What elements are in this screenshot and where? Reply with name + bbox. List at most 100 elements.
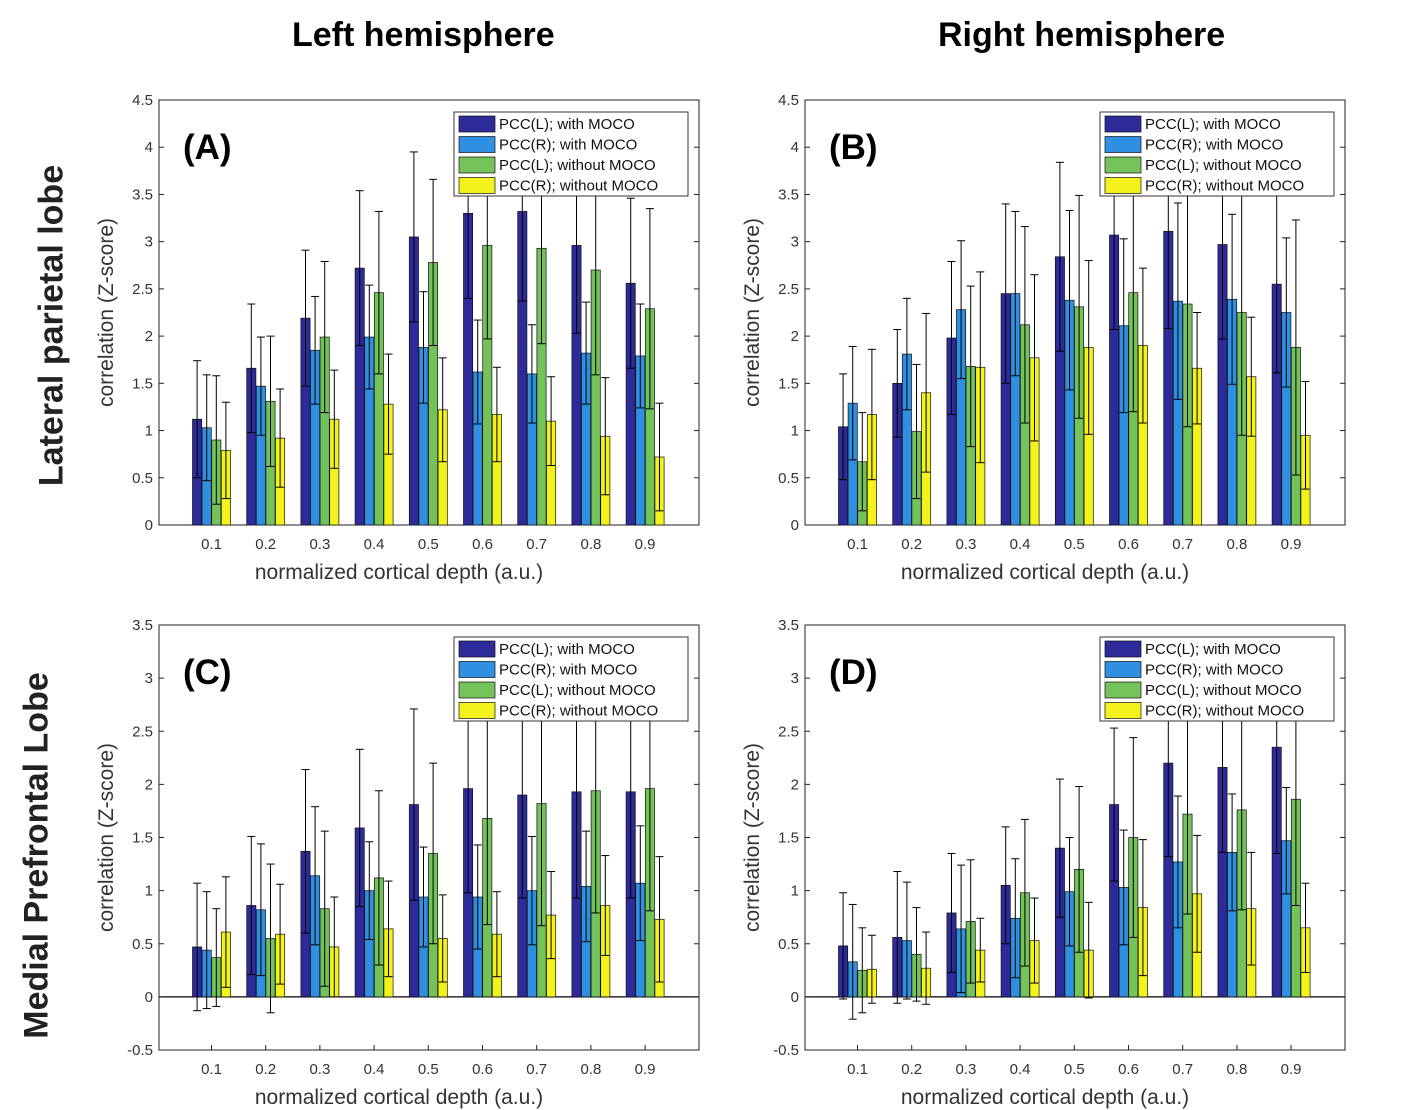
y-tick-label: 0 — [791, 517, 799, 534]
legend-label: PCC(R); without MOCO — [1145, 178, 1304, 195]
y-tick-label: 0 — [145, 989, 153, 1006]
y-tick-label: 4 — [791, 139, 799, 156]
legend-swatch — [458, 115, 496, 133]
chart-panel-d: -0.5 0 0.5 1 1.5 2 2.5 3 3.5 0.1 0.2 0.3 0.4 0.5 0.6 0.… — [741, 617, 1346, 1109]
x-tick-label: 0.4 — [1010, 1061, 1031, 1078]
legend-swatch — [1104, 156, 1142, 174]
y-tick-label: 3.5 — [778, 186, 799, 203]
legend-label: PCC(R); with MOCO — [499, 137, 637, 154]
legend-label: PCC(R); without MOCO — [499, 703, 658, 720]
y-tick-label: -0.5 — [773, 1042, 799, 1059]
x-tick-label: 0.5 — [418, 536, 439, 553]
y-tick-label: 2.5 — [132, 281, 153, 298]
x-tick-label: 0.2 — [255, 536, 276, 553]
y-tick-label: 2 — [791, 328, 799, 345]
x-tick-label: 0.2 — [255, 1061, 276, 1078]
x-tick-label: 0.9 — [1281, 1061, 1302, 1078]
x-tick-label: 0.5 — [1064, 1061, 1085, 1078]
x-tick-label: 0.2 — [901, 536, 922, 553]
x-tick-label: 0.8 — [580, 536, 601, 553]
y-tick-label: 4 — [145, 139, 153, 156]
legend-swatch — [458, 177, 496, 194]
x-tick-label: 0.1 — [201, 1061, 222, 1078]
legend-swatch — [1104, 702, 1142, 719]
y-tick-label: 2 — [145, 776, 153, 793]
x-tick-label: 0.5 — [1064, 536, 1085, 553]
y-tick-label: 1 — [145, 883, 153, 900]
x-axis-label: normalized cortical depth (a.u.) — [255, 561, 543, 584]
legend-swatch — [1104, 640, 1142, 658]
legend-swatch — [1104, 681, 1142, 699]
x-tick-label: 0.7 — [526, 536, 547, 553]
x-tick-label: 0.1 — [201, 536, 222, 553]
legend-swatch — [458, 661, 496, 678]
y-tick-label: 2.5 — [778, 281, 799, 298]
x-tick-label: 0.2 — [901, 1061, 922, 1078]
y-tick-label: 1.5 — [132, 375, 153, 392]
y-axis-label: correlation (Z-score) — [95, 218, 118, 407]
legend-swatch — [1104, 661, 1142, 678]
x-tick-label: 0.5 — [418, 1061, 439, 1078]
y-tick-label: 0.5 — [778, 470, 799, 487]
x-axis-label: normalized cortical depth (a.u.) — [255, 1086, 543, 1109]
y-tick-label: 1 — [145, 423, 153, 440]
legend-label: PCC(L); with MOCO — [1145, 116, 1281, 133]
legend-label: PCC(L); with MOCO — [1145, 641, 1281, 658]
x-tick-label: 0.8 — [580, 1061, 601, 1078]
x-tick-label: 0.6 — [472, 1061, 493, 1078]
x-axis-label: normalized cortical depth (a.u.) — [901, 561, 1189, 584]
legend-swatch — [1104, 177, 1142, 194]
legend-label: PCC(R); with MOCO — [1145, 662, 1283, 679]
y-tick-label: 4.5 — [778, 92, 799, 109]
y-tick-label: 2 — [145, 328, 153, 345]
x-axis-label: normalized cortical depth (a.u.) — [901, 1086, 1189, 1109]
legend-label: PCC(R); without MOCO — [1145, 703, 1304, 720]
y-tick-label: 3.5 — [132, 617, 153, 634]
x-tick-label: 0.8 — [1226, 1061, 1247, 1078]
legend-label: PCC(L); with MOCO — [499, 116, 635, 133]
x-tick-label: 0.6 — [1118, 1061, 1139, 1078]
y-tick-label: 2.5 — [132, 723, 153, 740]
y-tick-label: 1.5 — [132, 830, 153, 847]
x-tick-label: 0.9 — [1281, 536, 1302, 553]
legend-label: PCC(L); without MOCO — [1145, 157, 1302, 174]
y-tick-label: 3 — [145, 670, 153, 687]
legend-label: PCC(R); with MOCO — [1145, 137, 1283, 154]
y-tick-label: 0 — [145, 517, 153, 534]
y-tick-label: 1.5 — [778, 375, 799, 392]
legend-swatch — [458, 156, 496, 174]
x-tick-label: 0.6 — [472, 536, 493, 553]
legend-swatch — [458, 136, 496, 153]
x-tick-label: 0.3 — [955, 536, 976, 553]
legend-label: PCC(L); without MOCO — [499, 682, 656, 699]
y-axis-label: correlation (Z-score) — [741, 743, 764, 932]
y-axis-label: correlation (Z-score) — [95, 743, 118, 932]
y-tick-label: 0 — [791, 989, 799, 1006]
panel-label: (D) — [829, 653, 878, 692]
x-tick-label: 0.3 — [309, 536, 330, 553]
y-tick-label: 0.5 — [778, 936, 799, 953]
x-tick-label: 0.6 — [1118, 536, 1139, 553]
x-tick-label: 0.9 — [635, 536, 656, 553]
y-tick-label: -0.5 — [127, 1042, 153, 1059]
y-tick-label: 0.5 — [132, 936, 153, 953]
x-tick-label: 0.4 — [1010, 536, 1031, 553]
x-tick-label: 0.3 — [309, 1061, 330, 1078]
column-title-left: Left hemisphere — [292, 16, 555, 54]
legend-label: PCC(L); without MOCO — [1145, 682, 1302, 699]
y-tick-label: 1.5 — [778, 830, 799, 847]
y-tick-label: 3.5 — [132, 186, 153, 203]
x-tick-label: 0.1 — [847, 536, 868, 553]
panel-label: (A) — [183, 128, 232, 167]
y-axis-label: correlation (Z-score) — [741, 218, 764, 407]
y-tick-label: 4.5 — [132, 92, 153, 109]
x-tick-label: 0.1 — [847, 1061, 868, 1078]
y-tick-label: 3 — [145, 234, 153, 251]
x-tick-label: 0.9 — [635, 1061, 656, 1078]
y-tick-label: 2 — [791, 776, 799, 793]
panel-label: (B) — [829, 128, 878, 167]
x-tick-label: 0.7 — [1172, 536, 1193, 553]
column-title-right: Right hemisphere — [938, 16, 1226, 54]
panel-label: (C) — [183, 653, 232, 692]
